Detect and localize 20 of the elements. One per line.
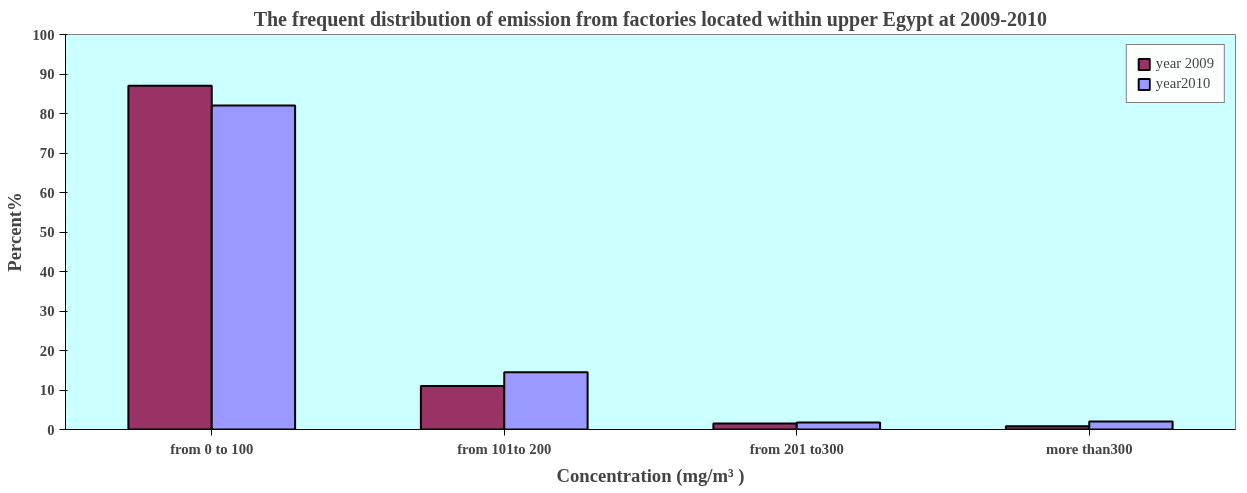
y-tick-label: 90 — [39, 66, 55, 82]
legend-label: year 2009 — [1155, 55, 1214, 72]
y-tick-label: 70 — [39, 145, 55, 161]
legend-label: year2010 — [1155, 75, 1211, 92]
y-tick-label: 80 — [39, 105, 55, 122]
y-tick-label: 60 — [39, 184, 55, 201]
x-tick-label: from 201 to300 — [749, 440, 844, 457]
x-tick-label: from 101to 200 — [457, 440, 552, 457]
y-tick-label: 40 — [39, 263, 55, 280]
y-tick-label: 10 — [39, 382, 55, 398]
y-tick-label: 50 — [39, 224, 55, 240]
y-tick-label: 20 — [39, 342, 55, 359]
y-axis-title: Percent% — [3, 192, 25, 272]
x-tick-label: more than300 — [1046, 440, 1133, 457]
chart-title: The frequent distribution of emission from factories located within upper Egypt at 2009-2010 — [253, 7, 1047, 31]
y-tick-label: 0 — [47, 421, 55, 438]
x-axis-title: Concentration (mg/m³ ) — [556, 464, 745, 487]
y-tick-label: 30 — [39, 303, 55, 319]
y-tick-label: 100 — [32, 26, 55, 43]
x-tick-label: from 0 to 100 — [170, 440, 254, 457]
